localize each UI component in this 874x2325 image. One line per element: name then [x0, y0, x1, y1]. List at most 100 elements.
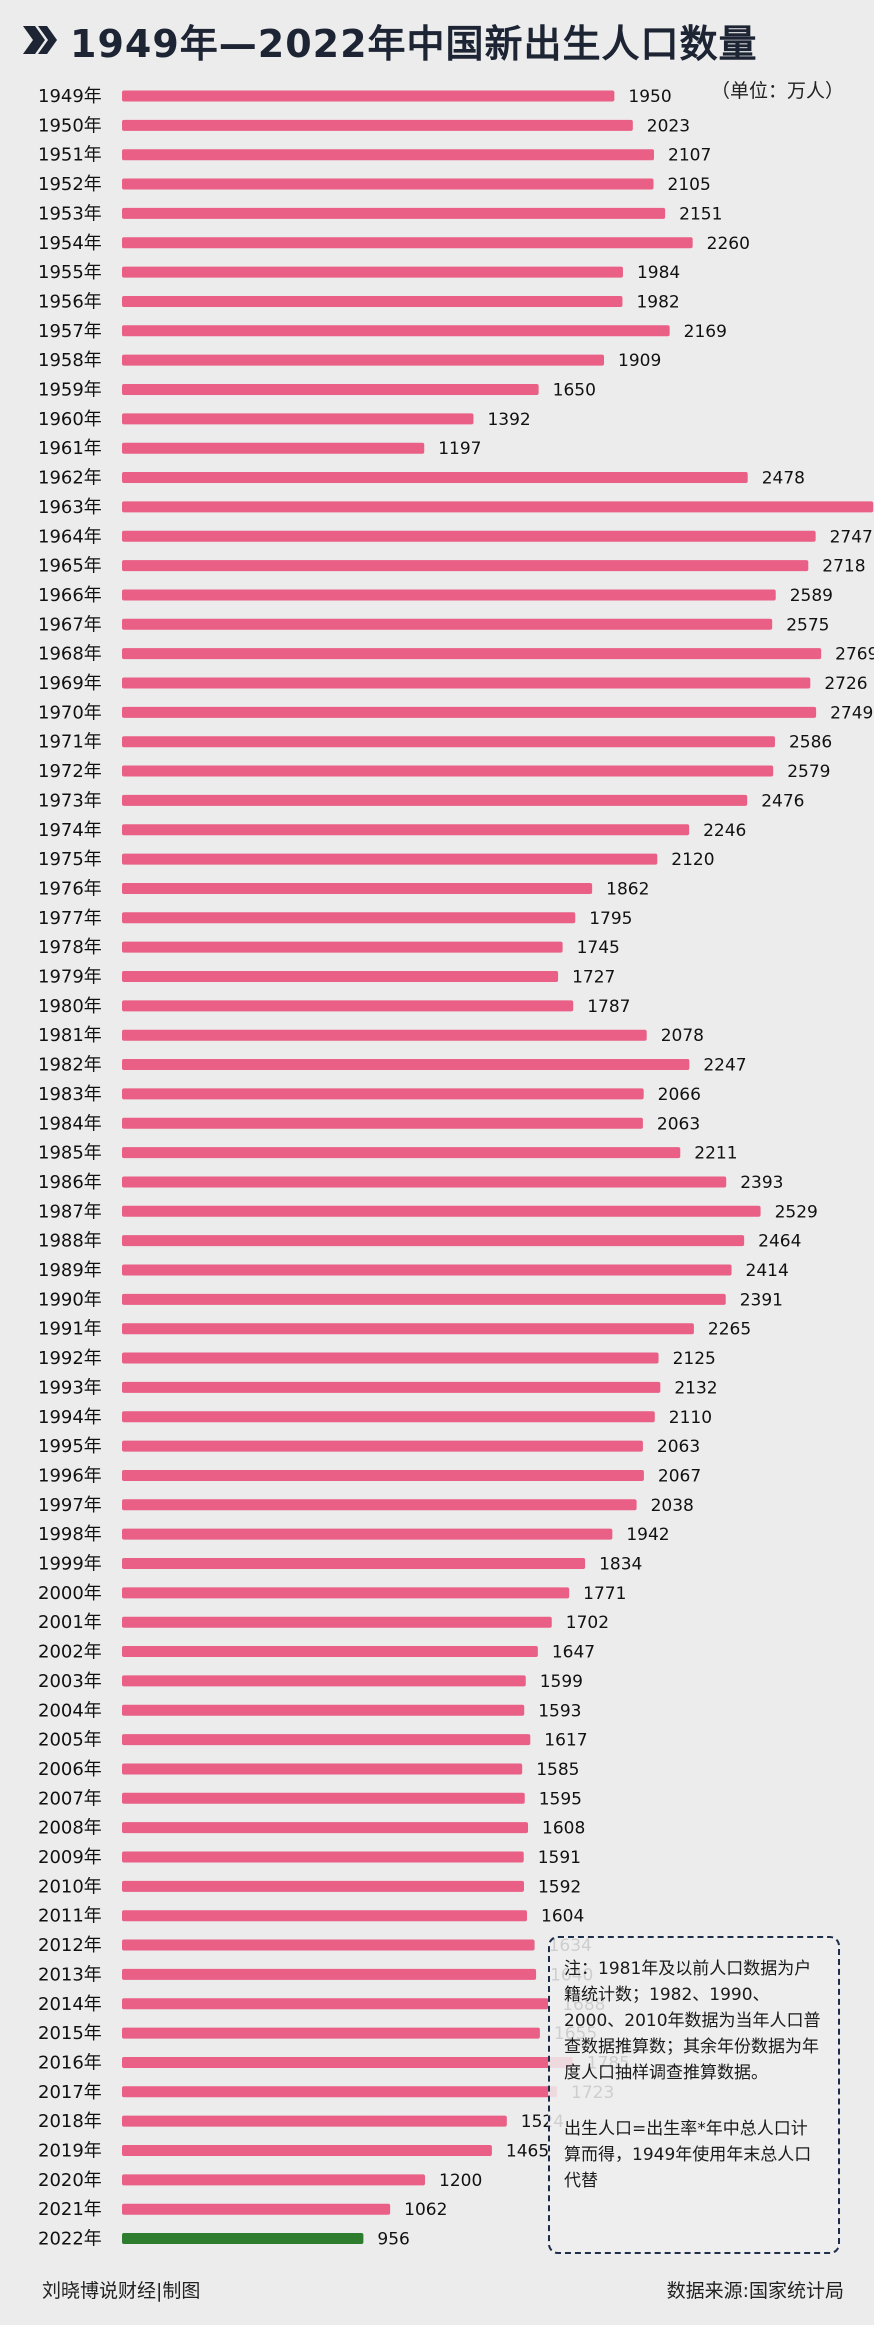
year-label: 1964年	[38, 526, 102, 547]
bar	[122, 1910, 528, 1922]
year-label: 2019年	[38, 2141, 102, 2162]
footer-credit: 刘晓博说财经|制图	[42, 2280, 201, 2302]
value-label: 2038	[651, 1496, 694, 1516]
bar	[122, 1528, 613, 1540]
bar	[122, 1440, 643, 1452]
year-label: 1953年	[38, 203, 102, 224]
note-text-2: 出生人口=出生率*年中总人口计算而得，1949年使用年末总人口代替	[564, 2119, 812, 2191]
value-label: 2529	[775, 1202, 818, 1222]
value-label: 1834	[599, 1555, 642, 1575]
value-label: 1745	[577, 938, 620, 958]
bar	[122, 1822, 529, 1834]
year-label: 1956年	[38, 291, 102, 312]
year-label: 2010年	[38, 1876, 102, 1897]
value-label: 2151	[679, 204, 722, 224]
bar	[122, 501, 874, 513]
year-label: 2020年	[38, 2170, 102, 2191]
bar	[122, 882, 593, 894]
bar	[122, 1205, 761, 1217]
year-label: 1962年	[38, 468, 102, 489]
bar	[122, 1763, 523, 1775]
year-label: 1950年	[38, 115, 102, 136]
value-label: 1617	[544, 1731, 587, 1751]
value-label: 2579	[787, 762, 830, 782]
bar	[122, 2115, 507, 2127]
year-label: 1955年	[38, 262, 102, 283]
bar	[122, 589, 776, 601]
bar	[122, 2174, 425, 2186]
value-label: 1984	[637, 263, 680, 283]
year-label: 2013年	[38, 1964, 102, 1985]
note-box: 注：1981年及以前人口数据为户籍统计数；1982、1990、2000、2010…	[548, 1936, 840, 2254]
bar	[122, 971, 559, 982]
bar	[122, 1704, 525, 1716]
bar	[122, 2233, 364, 2245]
value-label: 1909	[618, 351, 661, 371]
year-label: 2012年	[38, 1935, 102, 1956]
bar	[122, 1558, 586, 1569]
year-label: 1971年	[38, 732, 102, 753]
year-label: 1975年	[38, 849, 102, 870]
bar	[122, 1880, 524, 1892]
bar	[122, 1469, 644, 1481]
year-label: 2011年	[38, 1906, 102, 1927]
value-label: 2063	[657, 1437, 700, 1457]
bar	[122, 442, 425, 454]
bar	[122, 1235, 745, 1247]
value-label: 1465	[506, 2142, 549, 2162]
bar	[122, 912, 576, 924]
value-label: 2575	[786, 615, 829, 635]
year-label: 2022年	[38, 2229, 102, 2250]
value-label: 2120	[671, 850, 714, 870]
bar	[122, 1939, 535, 1951]
year-label: 1978年	[38, 937, 102, 958]
value-label: 2078	[661, 1026, 704, 1046]
year-label: 1989年	[38, 1260, 102, 1281]
value-label: 2718	[822, 557, 865, 577]
bar	[122, 1059, 690, 1071]
year-label: 1968年	[38, 644, 102, 665]
year-label: 2008年	[38, 1818, 102, 1839]
value-label: 1795	[589, 909, 632, 929]
year-label: 1992年	[38, 1348, 102, 1369]
year-label: 1963年	[38, 497, 102, 518]
year-label: 1986年	[38, 1172, 102, 1193]
value-label: 2110	[669, 1408, 712, 1428]
bar	[122, 266, 623, 278]
bar	[122, 648, 822, 660]
bar	[122, 618, 773, 630]
value-label: 1702	[566, 1613, 609, 1633]
bar	[122, 1147, 681, 1159]
year-label: 1965年	[38, 556, 102, 577]
value-label: 2067	[658, 1466, 701, 1486]
value-label: 1604	[541, 1907, 584, 1927]
value-label: 2246	[703, 821, 746, 841]
year-label: 1988年	[38, 1231, 102, 1252]
bar	[122, 1675, 526, 1687]
year-label: 1985年	[38, 1143, 102, 1164]
page-title: 1949年—2022年中国新出生人口数量	[70, 21, 758, 66]
value-label: 2169	[684, 322, 727, 342]
value-label: 2589	[790, 586, 833, 606]
year-label: 1984年	[38, 1113, 102, 1134]
bar	[122, 941, 563, 953]
year-label: 2009年	[38, 1847, 102, 1868]
bar	[122, 472, 748, 484]
bar	[122, 1587, 570, 1599]
bar	[122, 736, 775, 748]
year-label: 1954年	[38, 233, 102, 254]
double-chevron-icon	[23, 26, 57, 54]
bar	[122, 1000, 574, 1012]
bar	[122, 853, 658, 865]
value-label: 1862	[606, 879, 649, 899]
value-label: 1727	[572, 968, 615, 988]
bar	[122, 765, 774, 777]
bar	[122, 384, 539, 395]
bar	[122, 1646, 538, 1658]
value-label: 2247	[703, 1056, 746, 1076]
value-label: 2476	[761, 791, 804, 811]
value-label: 1647	[552, 1643, 595, 1663]
bar	[122, 1264, 732, 1276]
year-label: 1959年	[38, 380, 102, 401]
